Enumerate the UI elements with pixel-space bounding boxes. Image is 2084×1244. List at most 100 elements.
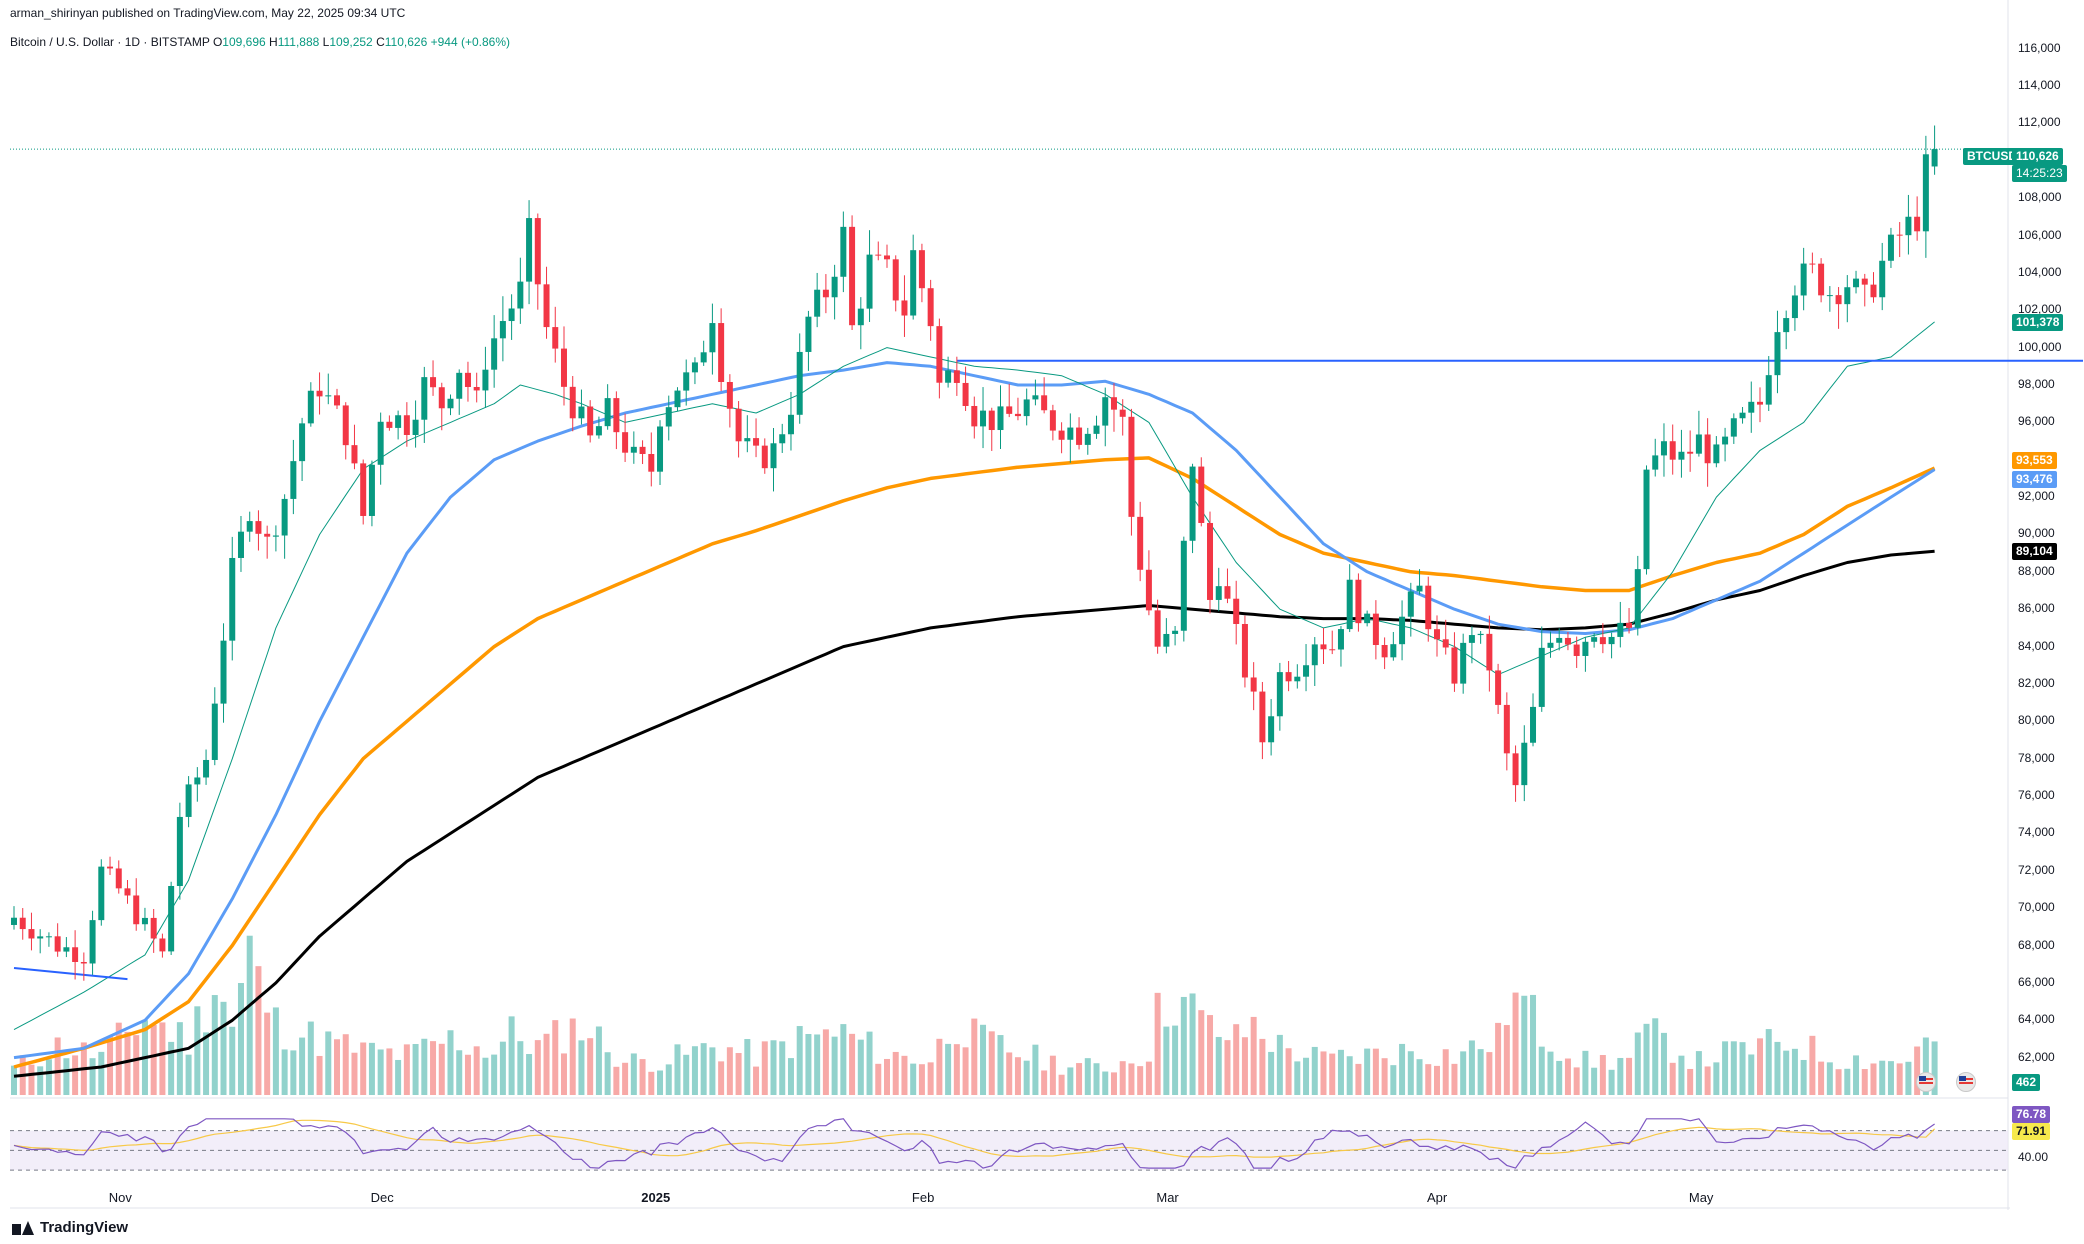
candle-body [19,917,26,930]
volume-bar [1608,1069,1615,1095]
candle-body [962,382,969,406]
candle-body [1669,441,1676,460]
volume-bar [115,1022,122,1095]
symbol-tag: BTCUSD [1963,148,2021,165]
candle-body [229,557,236,641]
candle-body [1049,410,1056,431]
rsi-ma-line [13,1119,1936,1158]
candle-body [89,920,96,964]
volume-bar [203,1032,210,1095]
volume-bar [1477,1049,1484,1095]
candle-body [473,386,480,391]
low-label: L [322,35,330,49]
us-flag-icon[interactable] [1916,1072,1936,1092]
y-tick-label: 112,000 [2018,115,2061,130]
volume-bar [1233,1024,1240,1095]
candle-body [1660,441,1667,456]
volume-bar [1381,1058,1388,1095]
candle-body [691,362,698,373]
volume-bar [1870,1063,1877,1095]
rsi-pane [10,1130,2008,1171]
y-tick-label: 108,000 [2018,190,2062,205]
volume-bar [1757,1038,1763,1095]
candle-body [1372,613,1379,646]
volume-bar [1451,1063,1458,1095]
rsi-level-40: 40.00 [2018,1150,2049,1164]
volume-bar [665,1064,672,1095]
volume-bar [264,1012,271,1095]
us-flag-icon[interactable] [1956,1072,1976,1092]
candle-body [45,936,52,938]
candle-body [1023,399,1030,417]
volume-bar [587,1038,594,1095]
brand-label: TradingView [40,1219,129,1236]
candle-body [770,443,777,469]
volume-bar [447,1030,454,1095]
candle-body [866,254,873,309]
volume-bar [1372,1048,1379,1095]
volume-bar [927,1062,934,1095]
candle-body [412,419,419,435]
candle-body [918,250,925,289]
candle-body [211,703,218,760]
candle-body [648,453,655,472]
volume-bar [1023,1060,1030,1095]
volume-bar [54,1037,61,1095]
candle-body [639,446,646,454]
tradingview-brand[interactable]: TradingView [12,1219,128,1236]
volume-bar [124,1031,131,1095]
volume-bar [805,1033,812,1095]
candle-body [342,405,349,446]
volume-bar [28,1064,35,1095]
candle-body [1381,645,1388,658]
volume-bar [342,1034,349,1095]
candle-body [299,423,306,462]
candle-body [1896,234,1903,236]
candle-body [141,917,148,925]
volume-bar [910,1063,917,1095]
candle-body [936,326,943,383]
candle-body [1914,216,1921,232]
y-tick-label: 66,000 [2018,974,2055,989]
volume-bar [857,1039,864,1095]
candle-body [1180,540,1187,631]
horizontal-levels[interactable] [13,359,2084,981]
volume-bar [1669,1062,1676,1095]
volume-bar [648,1071,655,1095]
candle-body [814,289,821,317]
volume-bar [1748,1054,1755,1095]
candle-body [1364,613,1371,624]
candle-body [901,300,908,316]
candle-body [578,406,585,419]
volume-bar [578,1040,585,1095]
candle-body [1137,516,1144,570]
candle-body [1861,278,1868,285]
candle-body [377,421,384,465]
volume-bar [1145,1061,1152,1095]
candle-body [1818,263,1825,296]
volume-bar [1014,1057,1021,1095]
candle-body [753,438,760,446]
candle-body [1870,284,1877,298]
ma-orange-tag: 93,553 [2012,452,2057,470]
volume-bar [1154,992,1161,1095]
volume-bar [1460,1051,1467,1095]
volume-bar [1905,1061,1912,1095]
candle-body [1320,644,1327,650]
volume-bar [89,1058,96,1095]
candle-body [709,323,716,353]
volume-bar [1879,1060,1886,1095]
volume-bar [1084,1058,1091,1095]
candle-body [822,289,829,298]
candle-body [1765,375,1772,405]
volume-bar [159,1022,166,1095]
candle-body [1355,579,1362,624]
candle-body [945,370,952,383]
volume-bar [674,1044,681,1095]
volume-bar [1713,1062,1720,1095]
candle-body [595,426,602,436]
candle-body [1547,642,1554,648]
candle-body [1407,591,1414,617]
candle-body [1695,434,1702,454]
